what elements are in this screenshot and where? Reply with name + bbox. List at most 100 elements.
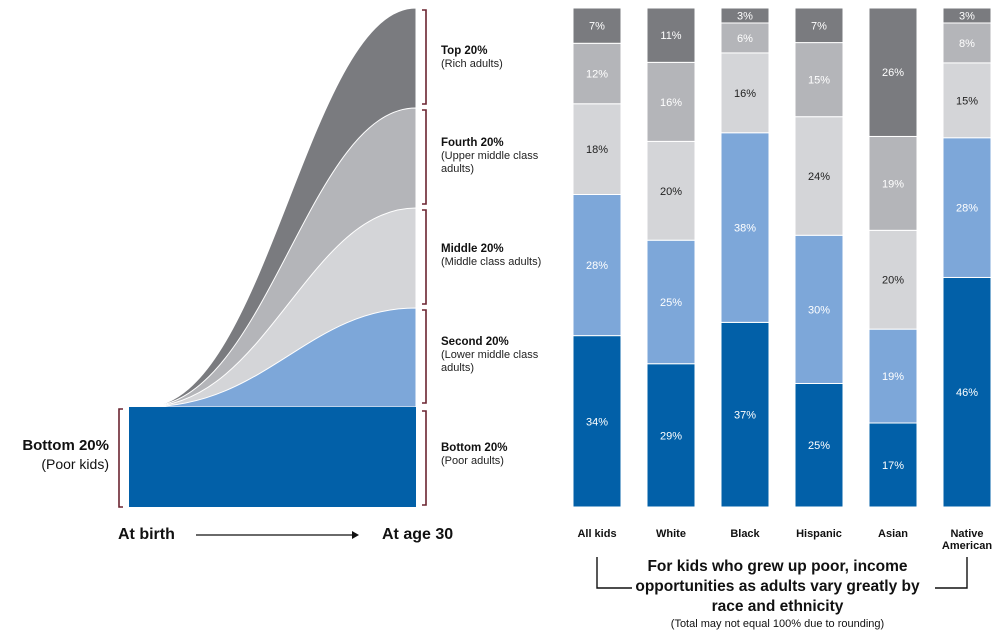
- quintile-label-top: Top 20% (Rich adults): [441, 45, 503, 71]
- bar-value-label: 3%: [737, 10, 753, 22]
- x-end-label: At age 30: [382, 526, 454, 543]
- bar-value-label: 29%: [660, 430, 682, 442]
- category-label-line: Asian: [878, 528, 908, 540]
- bar-value-label: 37%: [734, 410, 756, 422]
- bar-segment-top-3: [794, 7, 844, 44]
- caption-line: For kids who grew up poor, income: [647, 558, 908, 575]
- quintile-bracket-top: [422, 9, 427, 105]
- bar-value-label: 8%: [959, 38, 975, 50]
- bar-segment-second-0: [572, 193, 622, 337]
- bar-segment-middle-3: [794, 116, 844, 236]
- quintile-title: Top 20%: [441, 45, 488, 57]
- bar-value-label: 24%: [808, 171, 830, 183]
- bar-segment-bottom-0: [572, 335, 622, 508]
- bar-value-label: 30%: [808, 304, 830, 316]
- caption-bracket-right: [935, 557, 968, 589]
- start-label-title: Bottom 20%: [22, 437, 109, 454]
- bar-value-label: 16%: [660, 97, 682, 109]
- bar-segment-top-4: [868, 7, 918, 137]
- bar-value-label: 16%: [734, 88, 756, 100]
- bar-value-label: 28%: [956, 203, 978, 215]
- bar-segment-second-3: [794, 234, 844, 384]
- chart-caption: For kids who grew up poor, income opportu…: [605, 557, 950, 631]
- caption-line: opportunities as adults vary greatly by: [635, 578, 920, 595]
- bar-segment-bottom-1: [646, 363, 696, 508]
- quintile-label-fourth: Fourth 20% (Upper middle class adults): [441, 137, 538, 176]
- category-label: Native American: [932, 528, 997, 552]
- quintile-label-bottom: Bottom 20% (Poor adults): [441, 442, 507, 468]
- start-label: Bottom 20% (Poor kids): [4, 437, 109, 473]
- category-label: Black: [710, 528, 780, 540]
- bar-value-label: 11%: [660, 30, 681, 42]
- bar-value-label: 26%: [882, 67, 904, 79]
- bar-segment-middle-4: [868, 229, 918, 330]
- bar-value-label: 7%: [811, 20, 827, 32]
- caption-main: For kids who grew up poor, income opportu…: [605, 557, 950, 617]
- category-label-line: Native: [950, 528, 984, 540]
- quintile-title: Second 20%: [441, 336, 509, 348]
- category-label-line: All kids: [577, 528, 617, 540]
- category-label: White: [636, 528, 706, 540]
- start-label-sub: (Poor kids): [41, 456, 109, 472]
- bar-segment-fourth-5: [942, 22, 992, 64]
- bar-value-label: 19%: [882, 371, 904, 383]
- category-label-line: American: [941, 540, 993, 552]
- quintile-desc: (Rich adults): [441, 58, 503, 70]
- flow-band-bottom: [129, 407, 416, 507]
- bar-segment-second-5: [942, 137, 992, 278]
- quintile-desc: (Lower middle class: [441, 349, 539, 361]
- quintile-bracket-fourth: [422, 109, 427, 205]
- caption-note: (Total may not equal 100% due to roundin…: [670, 618, 885, 630]
- bar-segment-top-5: [942, 7, 992, 24]
- category-label-line: Hispanic: [796, 528, 842, 540]
- quintile-bracket-bottom: [422, 410, 427, 506]
- bar-value-label: 7%: [589, 21, 605, 33]
- bar-value-label: 17%: [882, 460, 904, 472]
- bar-segment-top-0: [572, 7, 622, 44]
- bar-value-label: 25%: [660, 297, 682, 309]
- bar-value-label: 15%: [956, 95, 978, 107]
- category-label: Hispanic: [784, 528, 854, 540]
- quintile-title: Middle 20%: [441, 243, 504, 255]
- category-label: Asian: [858, 528, 928, 540]
- bar-segment-top-2: [720, 7, 770, 24]
- bar-segment-top-1: [646, 7, 696, 63]
- bar-segment-middle-1: [646, 140, 696, 241]
- bar-segment-bottom-4: [868, 422, 918, 508]
- bar-segment-fourth-0: [572, 42, 622, 105]
- bar-value-label: 12%: [586, 69, 608, 81]
- bar-value-label: 34%: [586, 416, 608, 428]
- category-label: All kids: [562, 528, 632, 540]
- category-label-line: Black: [730, 528, 760, 540]
- quintile-bracket-second: [422, 309, 427, 404]
- quintile-label-middle: Middle 20% (Middle class adults): [441, 243, 541, 269]
- bar-value-label: 18%: [586, 144, 608, 156]
- bar-value-label: 38%: [734, 223, 756, 235]
- quintile-label-second: Second 20% (Lower middle class adults): [441, 336, 538, 375]
- bar-segment-bottom-2: [720, 321, 770, 508]
- bar-segment-bottom-3: [794, 382, 844, 508]
- quintile-bracket-middle: [422, 209, 427, 305]
- bar-segment-fourth-2: [720, 22, 770, 54]
- bar-segment-bottom-5: [942, 276, 992, 508]
- quintile-title: Bottom 20%: [441, 442, 508, 454]
- bar-value-label: 15%: [808, 75, 830, 87]
- start-bracket: [118, 408, 123, 508]
- bar-value-label: 20%: [660, 186, 682, 198]
- x-start-label: At birth: [118, 526, 175, 543]
- category-label-line: White: [656, 528, 686, 540]
- bar-segment-fourth-4: [868, 135, 918, 231]
- bar-value-label: 46%: [956, 387, 978, 399]
- bar-segment-fourth-1: [646, 61, 696, 142]
- bar-segment-second-1: [646, 239, 696, 365]
- quintile-desc: (Middle class adults): [441, 256, 542, 268]
- bar-value-label: 20%: [882, 275, 904, 287]
- bar-value-label: 6%: [737, 33, 753, 45]
- quintile-desc: (Upper middle class: [441, 150, 539, 162]
- quintile-desc: adults): [441, 362, 475, 374]
- bar-value-label: 25%: [808, 440, 830, 452]
- quintile-desc: (Poor adults): [441, 455, 504, 467]
- bar-value-label: 28%: [586, 260, 608, 272]
